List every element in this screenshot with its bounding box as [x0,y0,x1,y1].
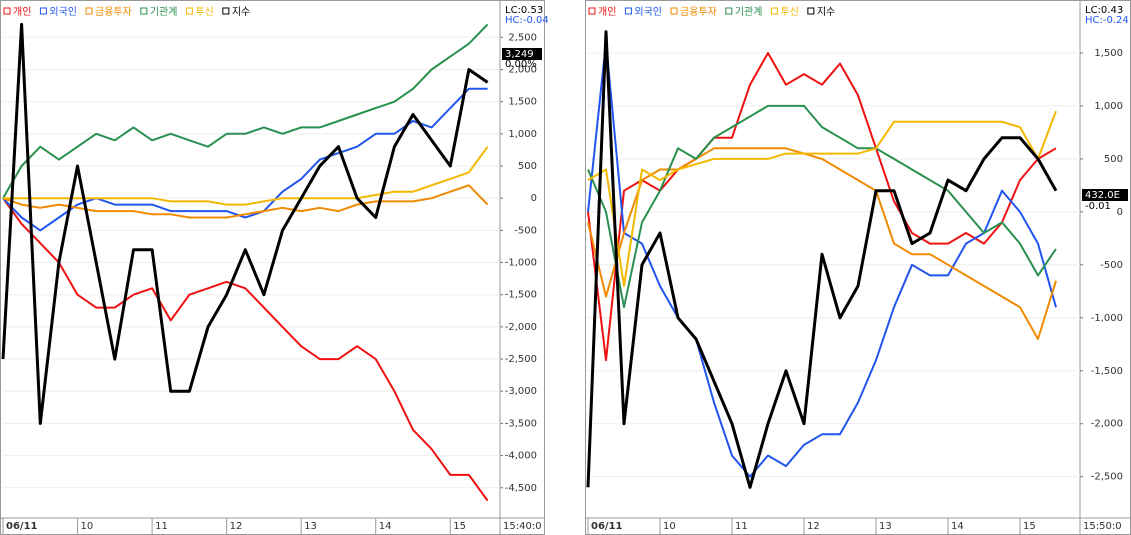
series-line [586,30,1058,489]
x-tick-label: 14 [379,521,392,532]
y-tick-label: -2,500 [505,354,537,365]
chart-panel: 1,500 1,000 500 0 -500 -1,000 -1,500 -2,000 -2,5… [585,0,1131,535]
x-tick-label: 12 [807,521,820,532]
value-box [1082,189,1128,201]
legend-swatch [670,7,678,15]
chart-panel: 2,500 2,000 1,500 1,000 500 0 -500 -1,000 -1,500… [0,0,549,535]
y-tick-label: 500 [518,161,537,172]
y-tick-label: -1,500 [505,290,537,301]
legend-label: 투신 [195,6,213,18]
value-box [502,48,542,60]
legend-swatch [140,7,148,15]
series-line [587,41,1057,478]
y-tick-label: -4,000 [505,451,537,462]
legend-swatch [624,7,632,15]
legend-swatch [185,7,193,15]
legend-label: 개인 [598,6,616,18]
series-line [2,197,489,502]
series-line [587,52,1057,362]
series-line [1,22,489,425]
annotation: -0.01 [1085,201,1111,212]
series-line [2,23,489,199]
legend-label: 외국인 [634,6,662,18]
legend-label: 외국인 [49,6,77,18]
x-tick-label: 10 [81,521,94,532]
legend-swatch [807,7,815,15]
legend-swatch [770,7,778,15]
legend-swatch [725,7,733,15]
legend-label: 개인 [13,6,31,18]
y-tick-label: 1,000 [1094,101,1123,112]
series-line [587,147,1057,340]
y-tick-label: -500 [1100,260,1123,271]
x-tick-label: 11 [155,521,168,532]
x-tick-label: 15 [453,521,466,532]
x-tick-label: 15:50:0 [1083,521,1122,532]
legend-label: 기관계 [150,6,178,18]
x-tick-label: 13 [879,521,892,532]
legend-swatch [588,7,596,15]
y-tick-label: 1,500 [1094,48,1123,59]
series-line [587,110,1057,287]
y-tick-label: -4,500 [505,483,537,494]
y-tick-label: 1,500 [508,97,537,108]
legend-label: 지수 [817,6,835,18]
plot-frame [585,0,1131,535]
annotation: 432.0E [1085,190,1120,201]
x-tick-label: 14 [951,521,964,532]
y-tick-label: -2,000 [1091,419,1123,430]
x-tick-label: 06/11 [6,521,38,532]
x-tick-label: 10 [663,521,676,532]
x-tick-label: 12 [230,521,243,532]
y-tick-label: -1,000 [1091,313,1123,324]
y-tick-label: 2,500 [508,32,537,43]
x-tick-label: 13 [304,521,317,532]
annotation: LC:0.53 [505,5,543,16]
annotation: 3,249 [505,49,534,60]
legend-label: 투신 [780,6,798,18]
legend-label: 금융투자 [680,6,717,18]
y-tick-label: -1,000 [505,258,537,269]
x-tick-label: 15 [1023,521,1036,532]
y-tick-label: 2,000 [508,64,537,75]
y-tick-label: 0 [1117,207,1123,218]
legend-label: 금융투자 [95,6,132,18]
y-tick-label: -500 [514,225,537,236]
legend-label: 기관계 [735,6,763,18]
annotation: HC:-0.04 [505,15,549,26]
x-tick-label: 06/11 [591,521,623,532]
annotation: LC:0.43 [1085,5,1123,16]
x-tick-label: 11 [735,521,748,532]
y-tick-label: -3,500 [505,418,537,429]
y-tick-label: 0 [531,193,537,204]
y-tick-label: 500 [1104,154,1123,165]
y-tick-label: -1,500 [1091,366,1123,377]
y-tick-label: -2,500 [1091,472,1123,483]
annotation: HC:-0.24 [1085,15,1129,26]
x-tick-label: 15:40:0 [503,521,542,532]
y-tick-label: -3,000 [505,386,537,397]
y-tick-label: 1,000 [508,129,537,140]
legend-swatch [39,7,47,15]
annotation: 0.00% [505,59,537,70]
legend-swatch [3,7,11,15]
series-line [2,184,489,219]
legend-swatch [222,7,230,15]
legend-label: 지수 [232,6,250,18]
y-tick-label: -2,000 [505,322,537,333]
legend-swatch [85,7,93,15]
